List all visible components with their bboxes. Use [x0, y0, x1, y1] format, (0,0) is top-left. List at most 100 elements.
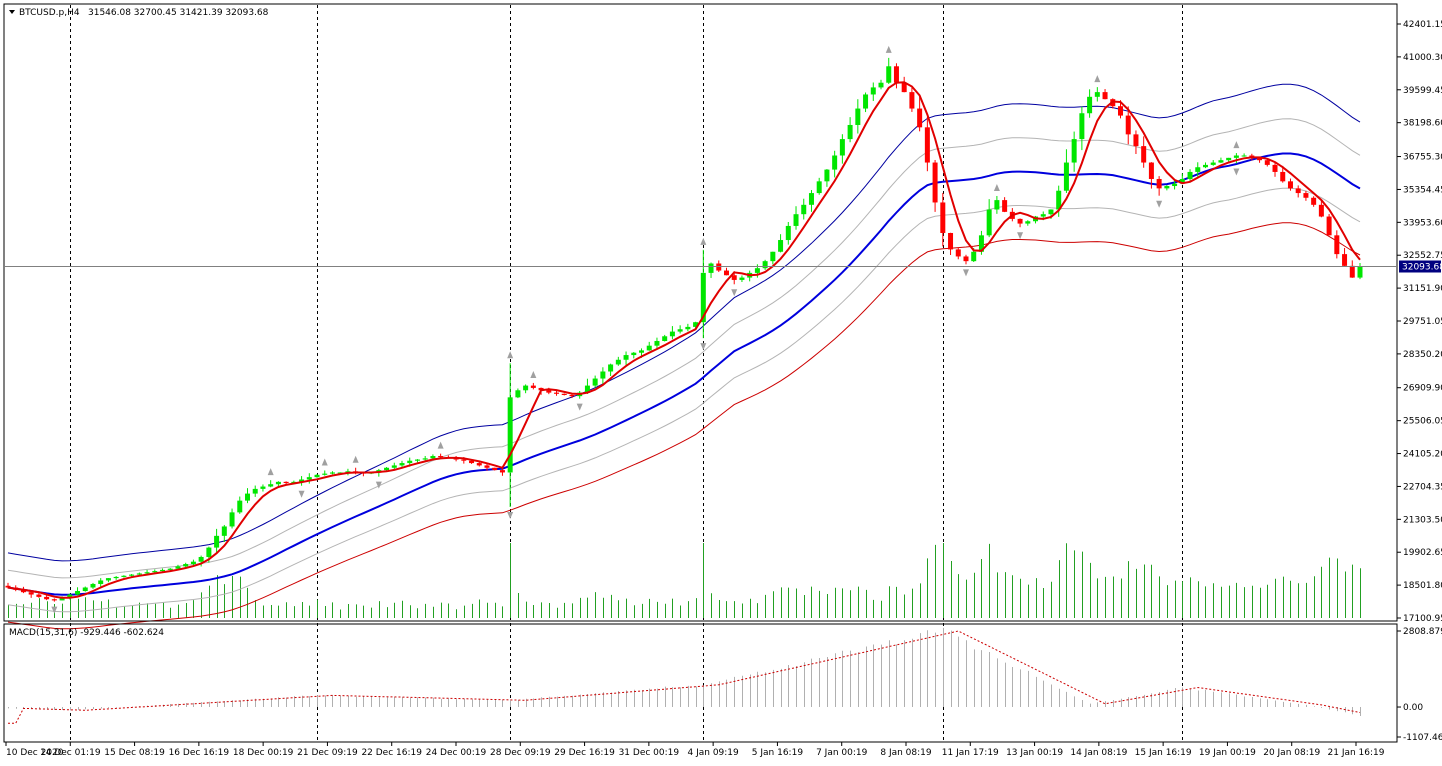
candle-body — [75, 591, 81, 595]
candle-body — [762, 261, 768, 269]
candle-body — [1295, 188, 1301, 194]
time-tick-label: 21 Dec 09:19 — [297, 748, 358, 758]
candle-body — [384, 467, 390, 471]
price-tick-label: 18501.80 — [1403, 581, 1442, 591]
fractal-up-icon — [267, 468, 274, 476]
time-tick-label: 22 Dec 16:19 — [361, 748, 422, 758]
price-tick-label: 21303.50 — [1403, 515, 1442, 525]
ohlc-values: 31546.08 32700.45 31421.39 32093.68 — [88, 8, 269, 18]
time-tick-label: 5 Jan 16:19 — [752, 748, 804, 758]
candle-body — [1094, 92, 1100, 97]
candle-body — [1202, 164, 1208, 168]
candle-body — [1133, 134, 1139, 147]
fractal-up-icon — [1233, 141, 1240, 149]
candle-body — [20, 589, 26, 593]
candle-body — [1326, 216, 1332, 236]
candle-body — [51, 599, 57, 601]
time-tick-label: 14 Dec 01:19 — [40, 748, 101, 758]
fractal-up-icon — [700, 237, 707, 245]
candle-body — [955, 249, 961, 257]
price-tick-label: 41000.30 — [1403, 53, 1442, 63]
fractal-down-icon — [962, 269, 969, 277]
candle-body — [82, 587, 88, 592]
candle-body — [414, 459, 420, 461]
candle-body — [778, 240, 784, 252]
macd-tick-label: 0.00 — [1403, 703, 1423, 713]
candle-body — [59, 598, 65, 601]
dropdown-triangle-icon[interactable] — [9, 10, 15, 14]
candle-body — [1179, 178, 1185, 184]
candle-body — [1218, 160, 1224, 163]
candle-body — [592, 378, 598, 386]
fractal-down-icon — [51, 606, 58, 614]
fractal-up-icon — [507, 351, 514, 359]
candle-body — [538, 387, 544, 391]
candle-body — [268, 484, 274, 487]
candle-body — [1241, 155, 1247, 157]
candle-body — [1056, 190, 1062, 210]
candle-body — [1087, 96, 1093, 114]
candle-body — [1148, 162, 1154, 179]
candle-body — [685, 326, 691, 330]
candle-body — [1318, 204, 1324, 217]
candle-body — [917, 108, 923, 128]
candle-body — [909, 92, 915, 109]
candle-body — [1048, 209, 1054, 215]
candle-body — [299, 479, 305, 482]
candle-body — [1257, 157, 1263, 161]
candle-body — [1342, 254, 1348, 266]
candlesticks — [5, 57, 1363, 602]
price-axis: 42401.15 41000.30 39599.45 38198.60 36755.30… — [1397, 20, 1442, 624]
candle-body — [252, 488, 258, 494]
fractal-down-icon — [507, 511, 514, 519]
candle-body — [499, 470, 505, 473]
time-tick-label: 24 Dec 00:19 — [426, 748, 487, 758]
candle-body — [1025, 221, 1031, 224]
macd-label: MACD(15,31,6) -929.446 -602.624 — [9, 628, 164, 638]
candle-body — [893, 66, 899, 83]
candle-body — [306, 477, 312, 480]
candle-body — [484, 465, 490, 468]
candle-body — [801, 204, 807, 215]
candle-body — [329, 472, 335, 474]
fractal-up-icon — [321, 458, 328, 466]
candle-body — [160, 569, 166, 572]
candle-body — [1156, 178, 1162, 189]
candle-body — [198, 556, 204, 562]
candle-body — [1349, 265, 1355, 278]
candle-body — [669, 331, 675, 337]
candle-body — [863, 94, 869, 109]
candle-body — [1280, 171, 1286, 182]
time-tick-label: 4 Jan 09:19 — [688, 748, 740, 758]
envelope-inner-upper — [7, 118, 1361, 579]
candle-body — [1303, 193, 1309, 198]
fractal-up-icon — [530, 370, 537, 378]
envelope-outer-lower — [7, 222, 1361, 630]
price-tick-label: 33953.60 — [1403, 218, 1442, 228]
fractal-down-icon — [1017, 232, 1024, 240]
time-tick-label: 15 Dec 08:19 — [104, 748, 165, 758]
candle-body — [546, 390, 552, 393]
candle-body — [1002, 200, 1008, 212]
symbol-header[interactable]: BTCUSD.p,H4 31546.08 32700.45 31421.39 3… — [9, 8, 269, 18]
candle-body — [523, 385, 529, 391]
candle-body — [121, 575, 127, 577]
candle-body — [608, 364, 614, 372]
candle-body — [824, 169, 830, 182]
macd-axis: 2808.879 0.00 -1107.462 — [1397, 627, 1442, 743]
time-tick-label: 10 Dec 2020 — [6, 748, 64, 758]
candle-body — [754, 268, 760, 273]
candle-body — [584, 385, 590, 393]
time-tick-label: 29 Dec 16:19 — [554, 748, 615, 758]
price-tick-label: 31151.90 — [1403, 284, 1442, 294]
candle-body — [190, 561, 196, 565]
time-tick-label: 20 Jan 08:19 — [1263, 748, 1320, 758]
candle-body — [639, 350, 645, 353]
price-tick-label: 22704.35 — [1403, 482, 1442, 492]
fractal-down-icon — [1156, 200, 1163, 208]
candle-body — [221, 526, 227, 536]
macd-tick-label: -1107.462 — [1403, 733, 1442, 743]
time-tick-label: 7 Jan 00:19 — [816, 748, 868, 758]
envelope-inner-lower — [7, 187, 1361, 613]
